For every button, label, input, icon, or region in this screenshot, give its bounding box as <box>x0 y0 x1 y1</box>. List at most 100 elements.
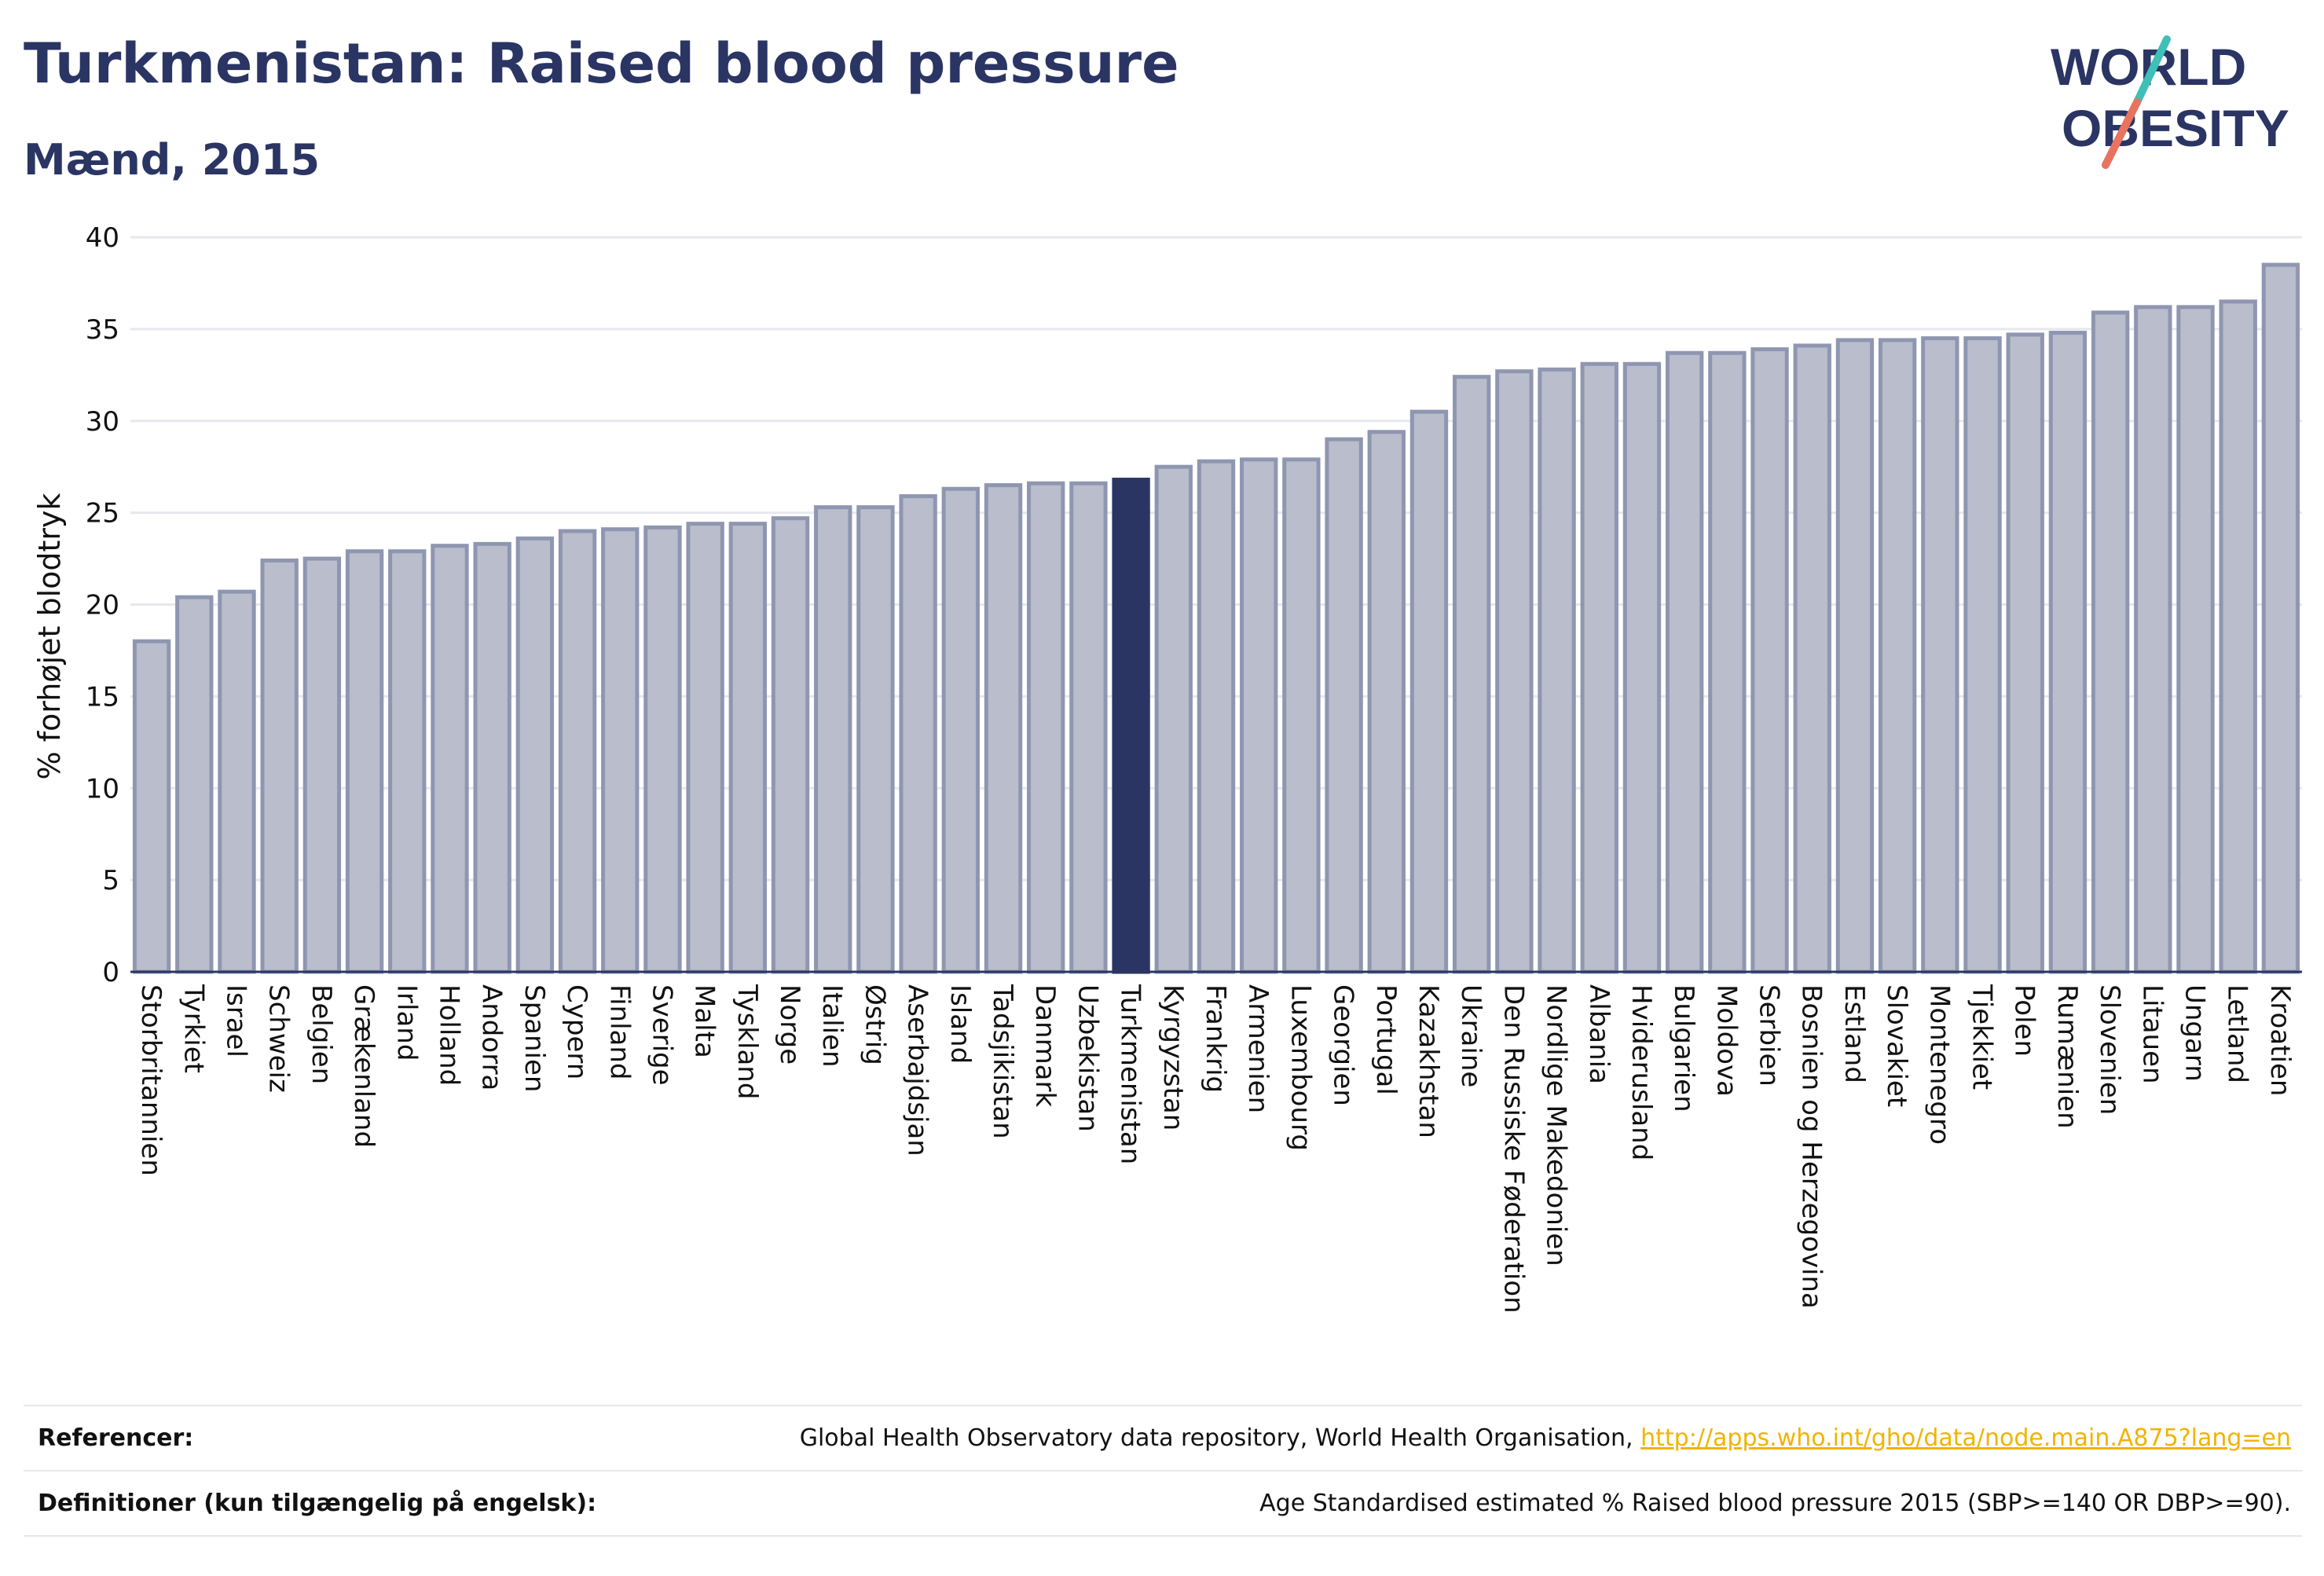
y-tick-label: 20 <box>86 590 119 621</box>
references-text: Global Health Observatory data repositor… <box>799 1424 1633 1452</box>
bar <box>302 556 342 974</box>
bars-layer <box>130 262 2302 974</box>
references-link[interactable]: http://apps.who.int/gho/data/node.main.A… <box>1640 1424 2291 1452</box>
x-tick-label: Hviderusland <box>1626 984 1657 1160</box>
x-tick-label: Grækenland <box>348 984 379 1148</box>
bar <box>1282 457 1321 974</box>
y-tick-label: 30 <box>86 406 119 438</box>
footer-rule-middle <box>24 1470 2302 1472</box>
bar <box>1069 481 1108 974</box>
x-tick-label: Italien <box>816 984 848 1068</box>
bar <box>728 522 768 974</box>
bar <box>1793 343 1831 974</box>
bar <box>388 549 427 974</box>
x-tick-label: Island <box>944 984 976 1064</box>
x-tick-label: Tjekkiet <box>1967 984 1998 1090</box>
x-tick-label: Slovakiet <box>1881 984 1912 1107</box>
x-tick-label: Slovenien <box>2094 984 2125 1115</box>
x-tick-label: Letland <box>2222 984 2253 1083</box>
bar <box>1878 338 1917 974</box>
x-tick-label: Cypern <box>561 984 592 1079</box>
x-tick-label: Montenegro <box>1923 984 1955 1145</box>
x-tick-label: Tadsjikistan <box>987 984 1018 1139</box>
x-tick-label: Kyrgyzstan <box>1157 984 1189 1131</box>
x-tick-label: Kazakhstan <box>1413 984 1444 1138</box>
y-tick-label: 25 <box>86 498 119 530</box>
x-tick-label: Finland <box>603 984 635 1080</box>
x-tick-label: Sverige <box>646 984 677 1086</box>
x-tick-label: Bosnien og Herzegovina <box>1796 984 1827 1309</box>
bar <box>1921 336 1959 974</box>
bar <box>473 541 511 974</box>
x-tick-label: Serbien <box>1754 984 1785 1087</box>
bar <box>1963 336 2002 974</box>
x-tick-label: Nordlige Makedonien <box>1541 984 1572 1266</box>
definitions-row: Definitioner (kun tilgængelig på engelsk… <box>24 1472 2302 1534</box>
bar <box>218 589 256 974</box>
bar <box>601 527 640 974</box>
bar <box>2219 299 2257 974</box>
bar <box>1750 347 1789 974</box>
bar <box>1197 459 1236 974</box>
references-label: Referencer: <box>38 1424 194 1452</box>
bar <box>2134 305 2172 974</box>
footer-rule-bottom <box>24 1535 2302 1537</box>
x-tick-label: Danmark <box>1029 984 1061 1107</box>
y-tick-label: 40 <box>86 222 119 254</box>
x-tick-label: Aserbajdsjan <box>902 984 933 1156</box>
y-tick-label: 10 <box>86 773 119 804</box>
bar <box>2261 262 2300 974</box>
bar <box>1622 361 1662 974</box>
bar <box>260 558 299 974</box>
y-tick-label: 5 <box>102 865 119 896</box>
bar <box>515 536 555 974</box>
chart-title: Turkmenistan: Raised blood pressure <box>24 31 1179 96</box>
references-value: Global Health Observatory data repositor… <box>800 1424 2302 1452</box>
x-tick-label: Polen <box>2009 984 2040 1057</box>
bar <box>558 529 597 974</box>
bar <box>814 505 852 974</box>
bar <box>2176 305 2215 974</box>
bar <box>1495 369 1534 974</box>
bar <box>1409 409 1449 974</box>
x-tick-label: Storbritannien <box>135 984 167 1176</box>
x-tick-labels: Storbritannien Tyrkiet Israel Schweiz Belgie… <box>135 984 2296 1314</box>
x-tick-label: Belgien <box>306 984 337 1084</box>
x-tick-label: Armenien <box>1242 984 1274 1113</box>
y-axis-label: % forhøjet blodtryk <box>32 493 67 779</box>
x-tick-label: Rumænien <box>2051 984 2083 1129</box>
logo-line2: OBESITY <box>2062 99 2289 157</box>
bar <box>1367 430 1406 974</box>
bar <box>1835 338 1875 974</box>
x-tick-label: Østrig <box>859 984 890 1065</box>
x-tick-label: Schweiz <box>263 984 295 1093</box>
x-tick-label: Den Russiske Føderation <box>1497 984 1529 1314</box>
y-tick-label: 0 <box>102 957 119 988</box>
x-tick-label: Norge <box>774 984 805 1065</box>
bar-chart: 0 5 10 15 20 25 30 35 40 Storbritannien Tyrkiet Is… <box>32 222 2302 1314</box>
definitions-label: Definitioner (kun tilgængelig på engelsk… <box>38 1489 597 1517</box>
bar <box>431 544 469 974</box>
x-tick-label: Moldova <box>1710 984 1742 1097</box>
bar-highlighted <box>1112 478 1150 974</box>
definitions-text: Age Standardised estimated % Raised bloo… <box>1259 1489 2291 1517</box>
bar <box>686 522 724 974</box>
x-tick-label: Israel <box>220 984 251 1057</box>
x-tick-label: Luxembourg <box>1285 984 1316 1151</box>
bar <box>2091 310 2130 974</box>
bar <box>132 639 171 974</box>
x-tick-label: Georgien <box>1328 984 1359 1106</box>
bar <box>175 595 214 974</box>
y-tick-label: 15 <box>86 681 119 713</box>
y-tick-label: 35 <box>86 314 119 346</box>
x-tick-label: Portugal <box>1370 984 1402 1095</box>
bar <box>941 486 981 974</box>
bar <box>345 549 384 974</box>
x-tick-label: Malta <box>689 984 720 1058</box>
bar <box>771 516 810 974</box>
x-tick-label: Spanien <box>519 984 550 1092</box>
bar <box>1580 361 1618 974</box>
bar <box>899 494 937 974</box>
x-tick-label: Tyskland <box>731 984 763 1099</box>
x-tick-label: Estland <box>1838 984 1870 1083</box>
